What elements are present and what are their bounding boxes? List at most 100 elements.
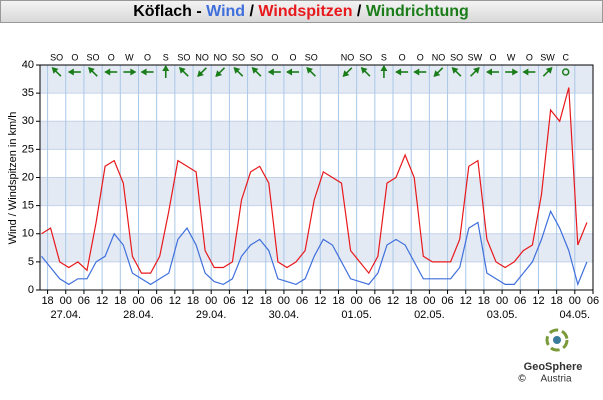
direction-arrow: [251, 67, 262, 77]
arrow-head: [51, 67, 59, 74]
x-tick-label: 00: [569, 295, 581, 307]
direction-arrow: [342, 67, 353, 77]
date-label: 28.04.: [123, 309, 154, 321]
x-tick-label: 18: [551, 295, 563, 307]
y-tick-label: 15: [22, 200, 34, 212]
date-label: 30.04.: [269, 309, 300, 321]
x-tick-label: 06: [587, 295, 599, 307]
x-tick-label: 00: [278, 295, 290, 307]
direction-label: S: [381, 52, 387, 62]
x-tick-label: 06: [369, 295, 381, 307]
arrow-head: [267, 68, 274, 76]
y-tick-label: 35: [22, 87, 34, 99]
arrow-head: [233, 67, 241, 74]
direction-arrow: [286, 68, 300, 76]
date-label: 27.04.: [50, 309, 81, 321]
arrow-head: [395, 68, 402, 76]
direction-label: NO: [195, 52, 209, 62]
y-tick-label: 10: [22, 228, 34, 240]
direction-label: SO: [305, 52, 318, 62]
direction-label: O: [71, 52, 78, 62]
date-label: 02.05.: [414, 309, 445, 321]
logo-icon: [553, 336, 561, 344]
x-tick-label: 00: [60, 295, 72, 307]
direction-label: SO: [177, 52, 190, 62]
arrow-head: [67, 68, 74, 76]
direction-arrow: [486, 68, 500, 76]
direction-label: SO: [50, 52, 63, 62]
direction-label: C: [562, 52, 569, 62]
direction-label: W: [125, 52, 134, 62]
x-tick-label: 18: [478, 295, 490, 307]
arrow-head: [162, 65, 170, 71]
date-label: 29.04.: [196, 309, 227, 321]
arrow-head: [251, 67, 259, 74]
arrow-head: [178, 67, 186, 74]
x-tick-label: 00: [205, 295, 217, 307]
x-tick-label: 12: [314, 295, 326, 307]
y-tick-label: 0: [28, 284, 34, 296]
y-axis-label: Wind / Windspitzen in km/h: [7, 112, 19, 245]
x-tick-label: 00: [496, 295, 508, 307]
date-label: 04.05.: [560, 309, 591, 321]
logo-name: GeoSphere: [524, 361, 583, 373]
title-part: /: [245, 3, 258, 20]
arrow-head: [140, 68, 147, 76]
direction-label: SW: [540, 52, 555, 62]
logo-icon: [545, 328, 569, 352]
x-tick-label: 06: [514, 295, 526, 307]
direction-label: O: [417, 52, 424, 62]
arrow-head: [104, 68, 111, 76]
direction-arrow: [140, 68, 154, 76]
direction-arrow: [380, 65, 388, 78]
logo-sub: Austria: [540, 374, 572, 385]
arrow-head: [342, 70, 350, 77]
arrow-head: [433, 70, 441, 77]
arrow-head: [380, 65, 388, 71]
x-tick-label: 18: [260, 295, 272, 307]
direction-arrow: [215, 67, 226, 77]
direction-arrow: [505, 68, 519, 76]
y-tick-label: 25: [22, 143, 34, 155]
data-line: [41, 87, 588, 275]
direction-label: SO: [450, 52, 463, 62]
direction-arrow: [522, 68, 536, 76]
arrow-head: [130, 68, 137, 76]
direction-label: SO: [87, 52, 100, 62]
direction-label: SO: [232, 52, 245, 62]
title-part: -: [192, 3, 206, 20]
grid-band: [40, 121, 593, 150]
chart-title: Köflach - Wind / Windspitzen / Windricht…: [133, 3, 469, 20]
x-tick-label: 12: [169, 295, 181, 307]
plot-area: 0 5 10 15 20 25 30 35 40 18 00 06 12 18 00 06 12 18 00 06 12…: [22, 52, 599, 321]
x-tick-label: 12: [387, 295, 399, 307]
direction-arrow: [162, 65, 170, 78]
direction-label: W: [507, 52, 516, 62]
direction-arrow: [470, 67, 480, 77]
direction-label: SW: [468, 52, 483, 62]
direction-arrow: [233, 67, 244, 77]
arrow-head: [512, 68, 519, 76]
y-tick-label: 40: [22, 59, 34, 71]
direction-label: S: [163, 52, 169, 62]
title-part: Wind: [206, 3, 245, 20]
arrow-head: [360, 67, 368, 74]
x-tick-label: 18: [114, 295, 126, 307]
x-tick-label: 06: [78, 295, 90, 307]
direction-label: O: [271, 52, 278, 62]
copyright: ©: [518, 374, 526, 385]
arrow-head: [473, 67, 480, 74]
x-tick-label: 00: [351, 295, 363, 307]
title-part: Windrichtung: [366, 3, 469, 20]
grid-band: [40, 65, 593, 94]
direction-label: O: [399, 52, 406, 62]
x-tick-label: 18: [405, 295, 417, 307]
direction-label: O: [144, 52, 151, 62]
arrow-head: [486, 68, 493, 76]
y-tick-label: 30: [22, 115, 34, 127]
direction-label: SO: [250, 52, 263, 62]
plot-frame: [39, 64, 594, 291]
direction-label: SO: [359, 52, 372, 62]
x-tick-label: 00: [132, 295, 144, 307]
